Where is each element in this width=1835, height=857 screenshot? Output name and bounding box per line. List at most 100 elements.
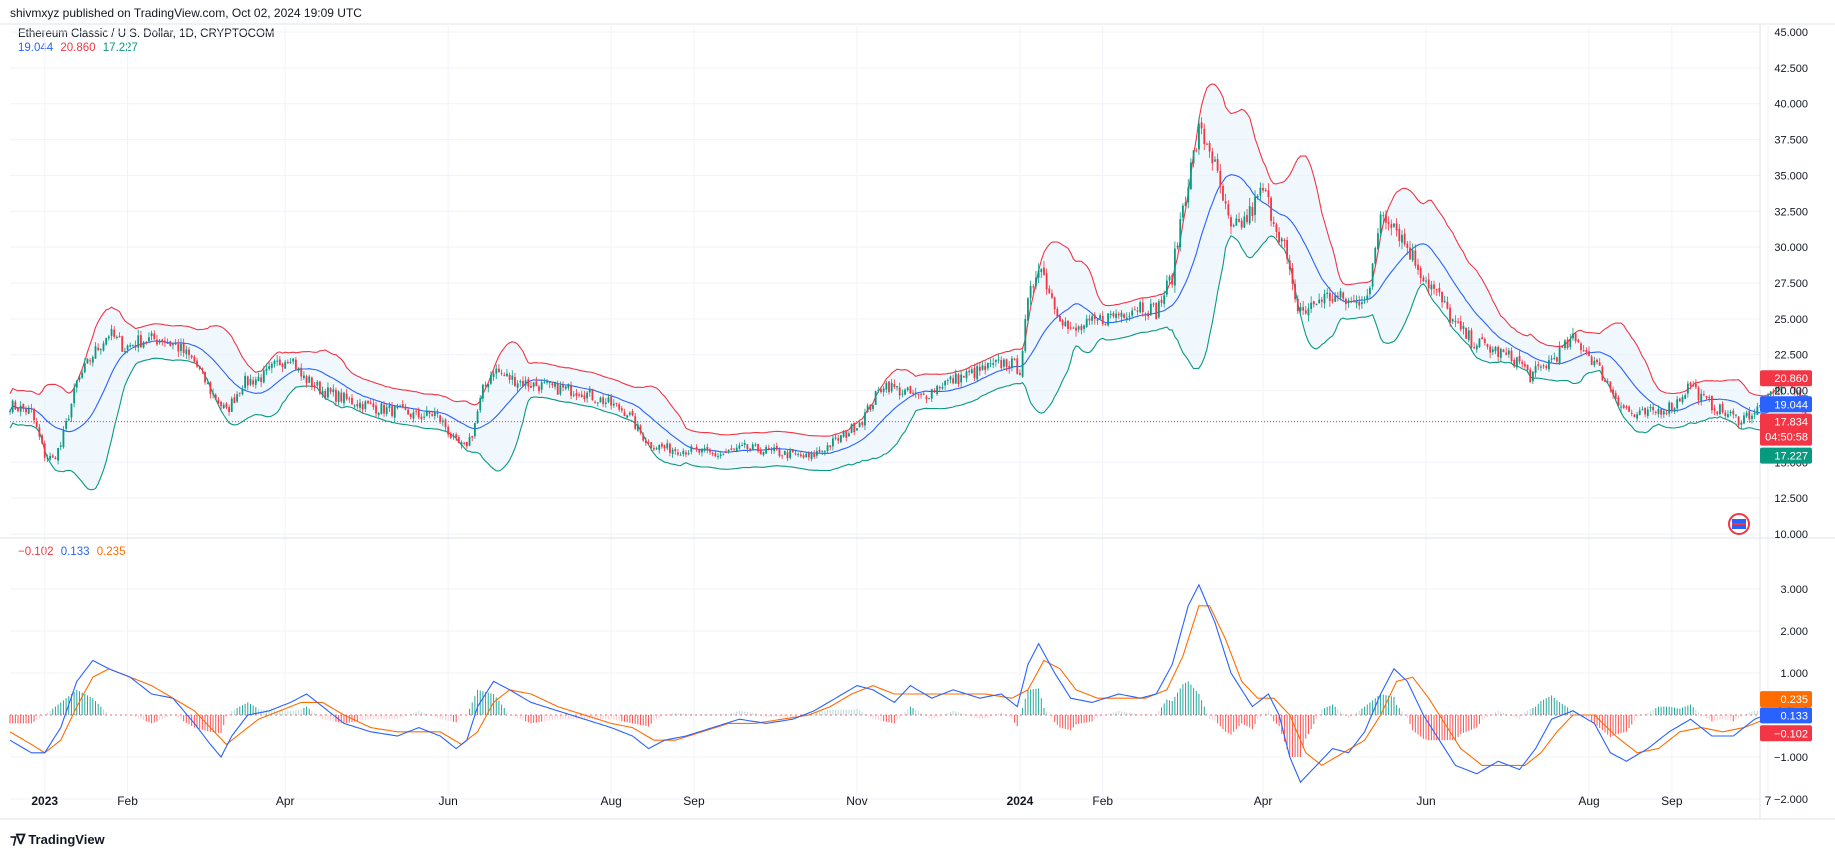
- candle-body: [1625, 406, 1628, 408]
- time-axis-label: Feb: [1092, 794, 1113, 808]
- candle-body: [57, 447, 59, 461]
- candle-body: [148, 337, 150, 342]
- tradingview-logo[interactable]: ⁊∇ TradingView: [10, 831, 105, 848]
- candle-body: [754, 444, 757, 446]
- candle-body: [1139, 302, 1142, 313]
- candle-body: [773, 447, 776, 451]
- candle-body: [922, 393, 925, 395]
- candle-body: [1454, 320, 1457, 323]
- time-axis-label: Aug: [1578, 794, 1599, 808]
- candle-body: [1222, 185, 1224, 201]
- time-axis-label: Jun: [438, 794, 457, 808]
- candle-body: [925, 396, 928, 400]
- candle-body: [858, 422, 861, 427]
- candle-body: [1548, 360, 1550, 370]
- candle-body: [1310, 302, 1313, 309]
- candle-body: [767, 448, 770, 450]
- candle-body: [1620, 406, 1622, 408]
- candle-body: [121, 336, 124, 352]
- candle-body: [1497, 346, 1500, 357]
- candle-body: [786, 452, 789, 459]
- candle-body: [797, 453, 800, 455]
- candle-body: [206, 383, 209, 385]
- candle-body: [709, 449, 711, 453]
- candle-body: [396, 406, 399, 408]
- candle-body: [319, 381, 321, 394]
- candle-body: [623, 412, 626, 417]
- candle-body: [1451, 319, 1454, 322]
- bollinger-upper-line: [9, 83, 1809, 437]
- candle-body: [941, 387, 944, 389]
- candle-body: [1417, 264, 1419, 270]
- candle-body: [353, 405, 356, 407]
- candle-body: [551, 383, 554, 386]
- candle-body: [302, 375, 305, 379]
- candle-body: [928, 398, 930, 400]
- candle-body: [1053, 297, 1056, 310]
- candle-body: [1059, 316, 1061, 322]
- candle-body: [335, 389, 337, 402]
- candle-body: [714, 453, 717, 457]
- candle-body: [1387, 222, 1390, 224]
- candle-body: [1777, 386, 1780, 392]
- candle-body: [647, 442, 650, 444]
- candle-body: [1032, 286, 1035, 288]
- candle-body: [992, 363, 995, 365]
- candle-body: [1427, 279, 1430, 289]
- candle-body: [1686, 383, 1689, 394]
- macd-line-value: 0.133: [60, 546, 90, 558]
- candle-body: [217, 399, 220, 404]
- candle-body: [1393, 223, 1395, 227]
- candle-body: [1523, 363, 1526, 367]
- candle-body: [300, 367, 303, 377]
- candle-body: [1585, 350, 1588, 352]
- candle-body: [284, 361, 287, 369]
- candle-body: [1569, 339, 1572, 347]
- candle-body: [901, 393, 904, 395]
- candle-body: [706, 446, 709, 451]
- candle-body: [233, 397, 236, 404]
- candle-body: [246, 376, 249, 386]
- candle-body: [1328, 292, 1331, 301]
- candle-body: [893, 383, 896, 387]
- candle-body: [428, 411, 431, 414]
- candle-body: [1793, 386, 1796, 393]
- candle-body: [1117, 313, 1120, 316]
- candle-body: [952, 378, 955, 384]
- price-axis-label: 42.500: [1774, 63, 1808, 75]
- candle-body: [22, 403, 25, 410]
- candle-body: [762, 452, 765, 455]
- candle-body: [890, 382, 893, 392]
- candle-body: [1315, 304, 1318, 306]
- candle-body: [1029, 285, 1032, 299]
- candle-body: [690, 446, 693, 452]
- candle-body: [578, 394, 580, 396]
- hist-tag-bg: [1760, 725, 1812, 742]
- candle-body: [703, 448, 706, 451]
- candle-body: [294, 359, 297, 370]
- candle-body: [137, 335, 140, 348]
- bollinger-band-fill: [10, 84, 1809, 490]
- candle-body: [938, 386, 941, 389]
- candle-body: [500, 372, 503, 374]
- candle-body: [1013, 359, 1016, 361]
- candle-body: [324, 390, 327, 398]
- candle-body: [1318, 299, 1321, 304]
- candle-body: [981, 365, 984, 370]
- candle-body: [588, 389, 591, 393]
- candle-body: [837, 438, 840, 441]
- candle-body: [457, 437, 460, 443]
- candle-body: [375, 405, 377, 414]
- candle-body: [1457, 321, 1459, 323]
- candle-body: [594, 401, 597, 403]
- candle-body: [842, 431, 845, 437]
- candle-body: [473, 422, 476, 437]
- candle-body: [789, 450, 792, 458]
- candle-body: [30, 408, 33, 410]
- candle-body: [1483, 339, 1486, 344]
- candle-body: [840, 435, 842, 443]
- macd-axis-label: −2.000: [1774, 794, 1808, 806]
- candle-body: [687, 453, 690, 455]
- candle-body: [1243, 216, 1246, 228]
